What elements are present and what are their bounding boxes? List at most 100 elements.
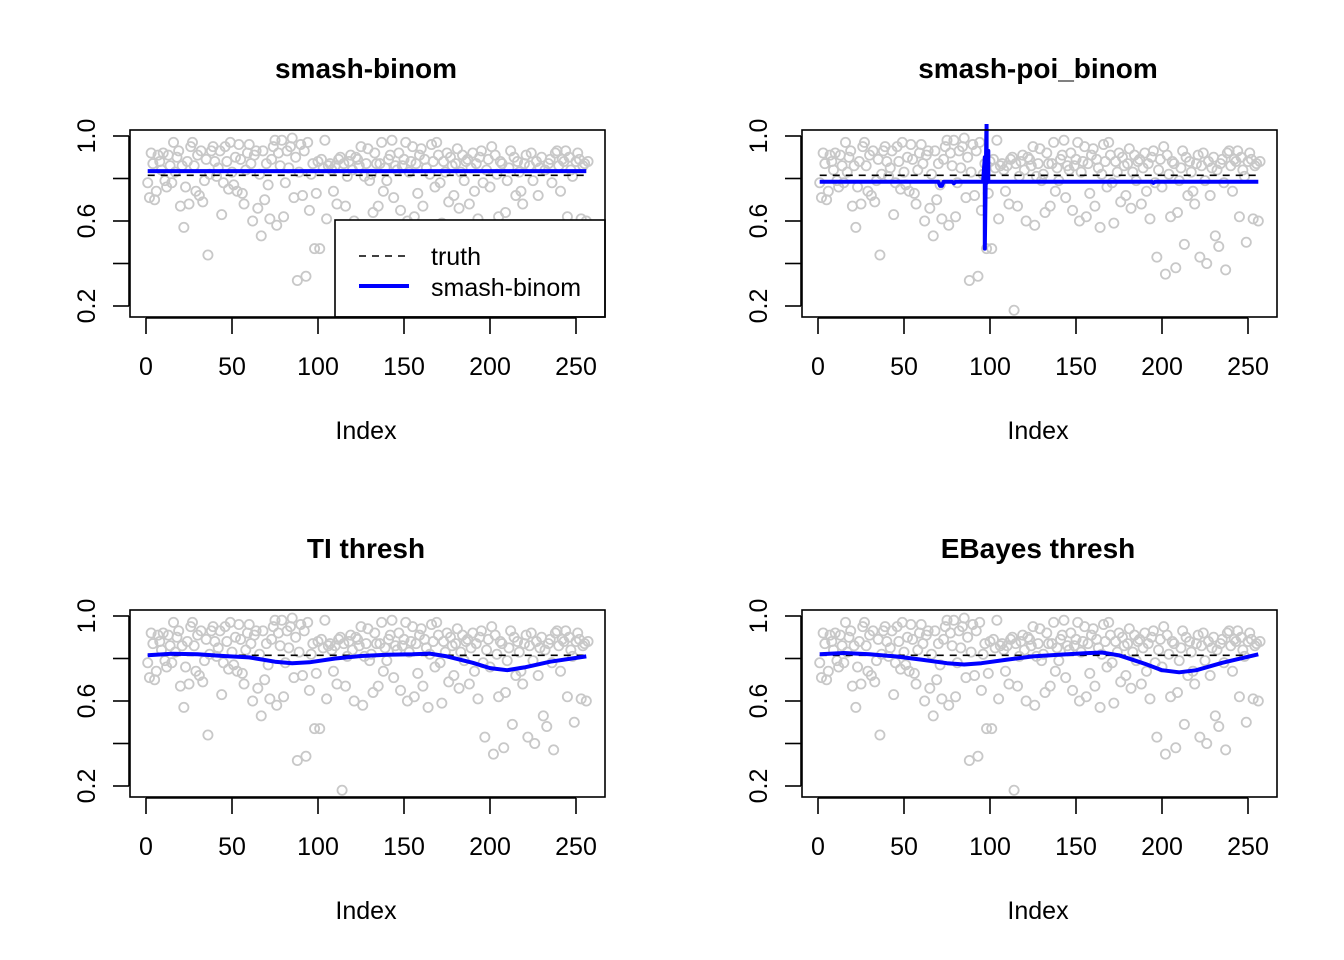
data-point	[1041, 627, 1053, 639]
data-point	[931, 674, 943, 686]
data-point	[395, 204, 407, 216]
data-point	[1049, 185, 1061, 197]
x-tick-label: 100	[969, 833, 1011, 861]
data-point	[1199, 655, 1211, 667]
data-point	[1024, 633, 1036, 645]
data-point	[1184, 636, 1196, 648]
data-point	[513, 646, 525, 658]
panel-title: TI thresh	[307, 533, 425, 564]
data-point	[340, 200, 352, 212]
data-point	[314, 243, 326, 255]
data-point	[845, 145, 857, 157]
data-point	[195, 145, 207, 157]
data-point	[1144, 693, 1156, 705]
x-axis: 0 50 100 150 200 250 Index	[811, 797, 1269, 925]
y-tick-label: 1.0	[745, 599, 773, 634]
data-point	[819, 158, 831, 170]
data-point	[290, 151, 302, 163]
data-point	[369, 627, 381, 639]
data-point	[525, 147, 537, 159]
data-point	[1037, 168, 1049, 180]
data-point	[582, 155, 594, 167]
x-tick-label: 100	[297, 353, 339, 381]
data-point	[1147, 145, 1159, 157]
data-point	[941, 614, 953, 626]
x-tick-label: 150	[383, 833, 425, 861]
data-point	[1053, 655, 1065, 667]
data-point	[300, 750, 312, 762]
data-point	[405, 636, 417, 648]
data-point	[269, 614, 281, 626]
data-point	[910, 678, 922, 690]
data-point	[915, 138, 927, 150]
data-point	[388, 192, 400, 204]
data-point	[936, 693, 948, 705]
data-point	[1192, 149, 1204, 161]
x-tick-label: 200	[1141, 353, 1183, 381]
data-point	[1044, 680, 1056, 692]
data-point	[1240, 716, 1252, 728]
data-point	[302, 136, 314, 148]
y-axis: 0.2 0.6 1.0	[745, 599, 802, 803]
data-point	[996, 158, 1008, 170]
data-point	[876, 168, 888, 180]
data-point	[1135, 678, 1147, 690]
data-point	[996, 638, 1008, 650]
data-point	[934, 179, 946, 191]
data-point	[965, 646, 977, 658]
data-point	[291, 755, 303, 767]
data-point	[1153, 164, 1165, 176]
data-point	[259, 194, 271, 206]
data-point	[231, 665, 243, 677]
data-point	[1209, 710, 1221, 722]
data-point	[867, 145, 879, 157]
data-point	[858, 136, 870, 148]
data-point	[972, 750, 984, 762]
data-point	[1204, 670, 1216, 682]
data-point	[975, 684, 987, 696]
data-point	[431, 136, 443, 148]
x-tick-label: 250	[555, 353, 597, 381]
data-point	[1163, 168, 1175, 180]
x-tick-label: 0	[811, 833, 825, 861]
y-axis: 0.2 0.6 1.0	[73, 119, 130, 323]
panel-title: EBayes thresh	[941, 533, 1136, 564]
data-point	[300, 270, 312, 282]
data-point	[469, 185, 481, 197]
data-point	[924, 202, 936, 214]
data-point	[905, 619, 917, 631]
data-point	[1206, 642, 1218, 654]
x-tick-label: 0	[139, 833, 153, 861]
data-point	[1237, 644, 1249, 656]
data-point	[1008, 784, 1020, 796]
data-point	[903, 665, 915, 677]
data-point	[247, 215, 259, 227]
data-point	[529, 738, 541, 750]
data-point	[515, 185, 527, 197]
data-point	[561, 691, 573, 703]
data-point	[186, 616, 198, 628]
data-point	[855, 678, 867, 690]
data-point	[931, 194, 943, 206]
data-point	[534, 642, 546, 654]
data-point	[938, 633, 950, 645]
data-point	[958, 612, 970, 624]
data-point	[243, 619, 255, 631]
x-tick-label: 200	[469, 353, 511, 381]
data-point	[867, 625, 879, 637]
data-point	[555, 185, 567, 197]
data-point	[1153, 644, 1165, 656]
x-axis: 0 50 100 150 200 250 Index	[139, 317, 597, 445]
data-point	[822, 665, 834, 677]
data-point	[276, 614, 288, 626]
data-point	[963, 274, 975, 286]
data-point	[426, 619, 438, 631]
data-point	[549, 627, 561, 639]
data-point	[1173, 655, 1185, 667]
data-point	[1103, 616, 1115, 628]
data-point	[958, 132, 970, 144]
data-point	[1027, 621, 1039, 633]
data-point	[922, 145, 934, 157]
data-point	[520, 629, 532, 641]
data-point	[303, 204, 315, 216]
